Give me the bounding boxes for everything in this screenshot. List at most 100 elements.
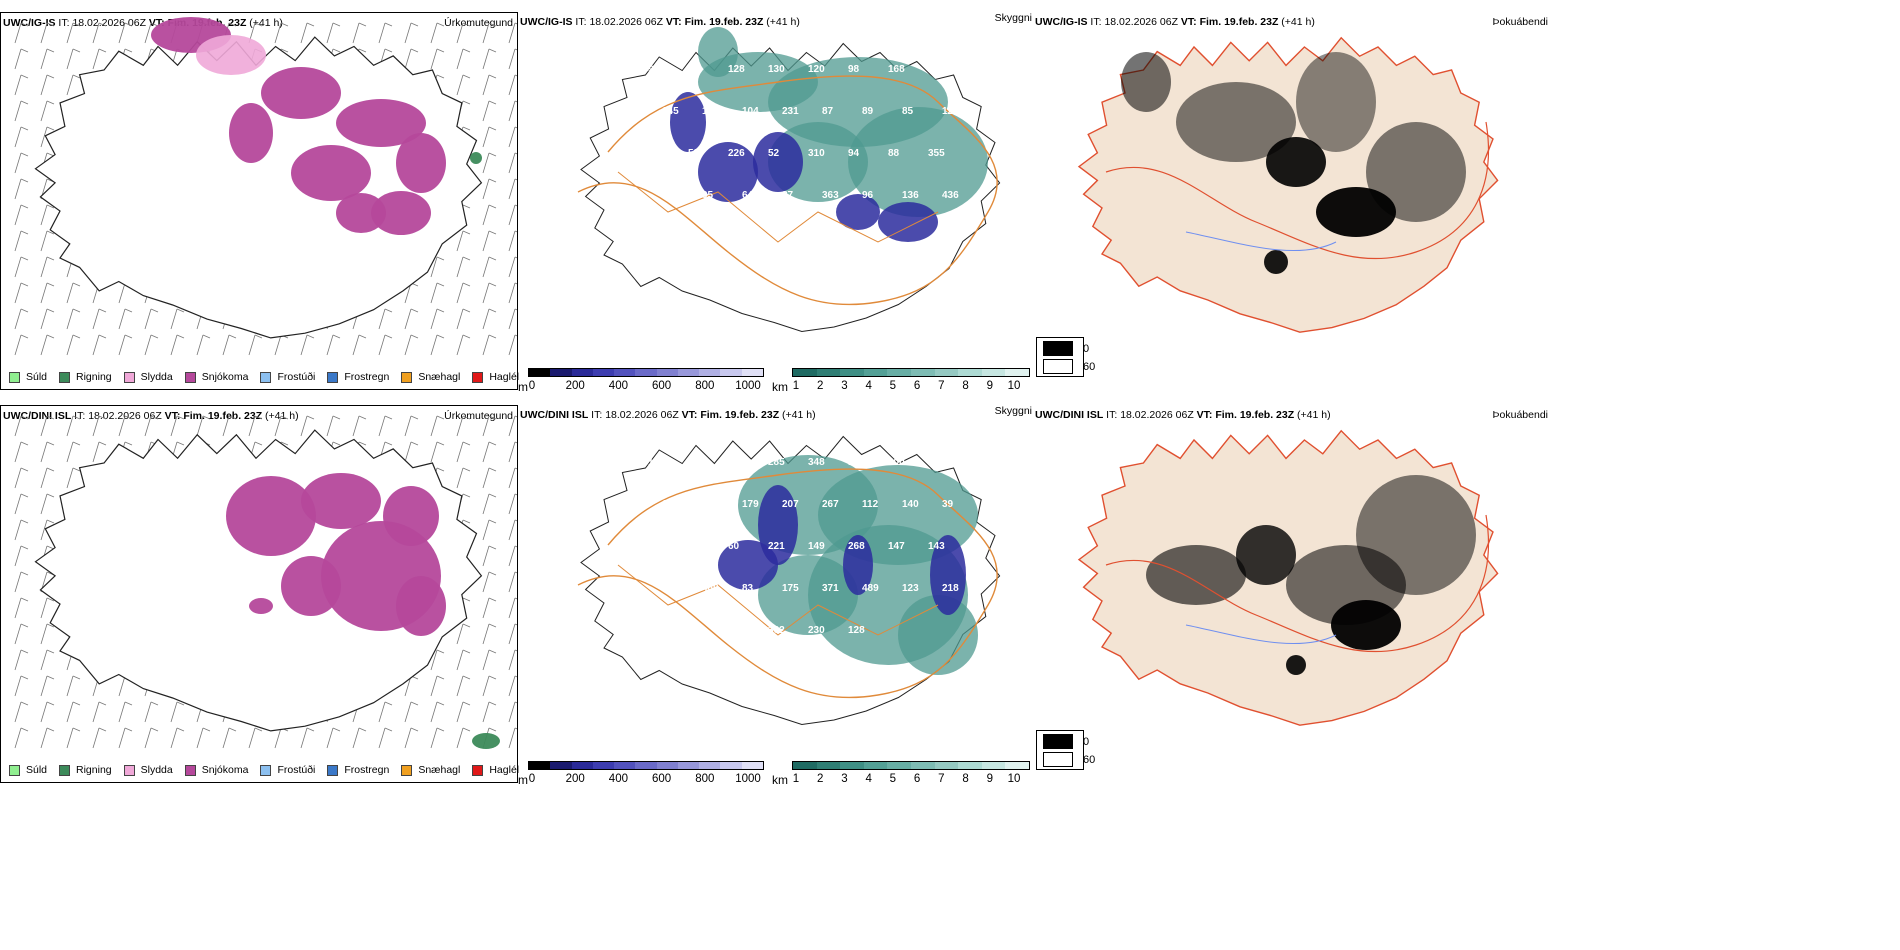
scale-swatch <box>635 762 657 769</box>
fog-legend-label: 60 <box>1083 360 1096 373</box>
legend-item: Snæhagl <box>401 764 460 776</box>
wind-barb <box>508 74 517 96</box>
cloudbase-value-label: 489 <box>862 583 879 594</box>
cloudbase-value-label: 170 <box>688 457 705 468</box>
cloudbase-value-label: 88 <box>888 148 900 159</box>
cloudbase-visibility-panel: UWC/IG-IS IT: 18.02.2026 06Z VT: Fim. 19… <box>518 12 1036 394</box>
wind-barb <box>40 74 55 96</box>
snow-area <box>301 473 381 529</box>
wind-barb <box>66 48 81 70</box>
wind-barb <box>14 204 29 226</box>
visibility-scale: km 1 2 3 4 5 6 7 8 9 10 <box>772 368 1034 394</box>
legend-swatch <box>401 764 413 776</box>
wind-barb <box>66 308 81 330</box>
wind-barb <box>430 727 445 749</box>
scale-swatch <box>677 369 700 376</box>
wind-barb <box>14 597 29 619</box>
wind-barb <box>482 571 497 593</box>
legend-item: Snjókoma <box>184 371 248 383</box>
scale-tick-label: 200 <box>565 773 585 785</box>
wind-barb <box>456 256 471 278</box>
wind-barb <box>196 334 211 356</box>
scale-tick-label: 6 <box>913 380 921 392</box>
wind-barb <box>14 152 29 174</box>
wind-barb <box>196 415 211 437</box>
legend-item: Frostúði <box>260 371 315 383</box>
wind-barb <box>300 334 315 356</box>
wind-barb <box>66 334 81 356</box>
snow-area <box>336 99 426 147</box>
wind-barb <box>404 441 419 463</box>
scale-swatch <box>887 762 911 769</box>
cloudbase-value-label: 212 <box>928 64 945 75</box>
wind-barb <box>144 701 159 723</box>
scale-swatch <box>1005 369 1029 376</box>
fog-legend-swatch <box>1043 734 1073 749</box>
wind-barb <box>508 675 517 697</box>
legend-item: Rigning <box>59 764 112 776</box>
legend-label: Rigning <box>76 371 112 383</box>
wind-barb <box>14 701 29 723</box>
scale-tick-label: 0 <box>528 380 536 392</box>
cloudbase-value-label: 175 <box>782 583 799 594</box>
cloudbase-value-label: 128 <box>728 64 745 75</box>
cloudbase-value-label: 83 <box>742 583 754 594</box>
wind-barb <box>430 256 445 278</box>
cloudbase-area <box>698 142 758 202</box>
wind-barb <box>14 441 29 463</box>
cloudbase-value-label: 87 <box>822 106 834 117</box>
wind-barb <box>92 48 107 70</box>
scale-swatch <box>614 369 636 376</box>
rain-area <box>472 733 500 749</box>
wind-barb <box>508 467 517 489</box>
legend-swatch <box>184 764 196 776</box>
cloudbase-scale: m 0 200 400 600 800 1000 <box>518 761 768 787</box>
wind-barb <box>430 415 445 437</box>
cloudbase-value-label: 211 <box>648 625 665 636</box>
scale-swatch <box>958 762 982 769</box>
wind-barb <box>482 48 497 70</box>
scale-tick-label: 800 <box>695 380 715 392</box>
cloudbase-value-label: 60 <box>728 541 740 552</box>
cloudbase-value-label: 104 <box>742 106 759 117</box>
scale-swatch <box>863 369 888 376</box>
cloudbase-value-label: 355 <box>928 148 945 159</box>
wind-barb <box>274 415 289 437</box>
scale-swatch <box>934 369 959 376</box>
cloudbase-value-label: 149 <box>808 541 825 552</box>
scale-tick-label: 2 <box>817 773 824 785</box>
visibility-area <box>698 27 738 77</box>
cloudbase-value-label: 231 <box>782 106 799 117</box>
wind-barb <box>14 22 29 44</box>
legend-swatch <box>184 371 196 383</box>
cloudbase-value-label: 64 <box>742 190 754 201</box>
wind-barb <box>378 701 393 723</box>
cloudbase-value-label: 39 <box>942 499 954 510</box>
wind-barb <box>14 126 29 148</box>
scale-swatch <box>840 369 864 376</box>
wind-barb <box>144 334 159 356</box>
scale-swatch <box>887 369 911 376</box>
wind-barb <box>14 100 29 122</box>
legend-swatch <box>59 371 71 383</box>
wind-barb <box>508 256 517 278</box>
legend-item: Frostregn <box>327 371 389 383</box>
wind-barb <box>508 204 517 226</box>
scale-swatch <box>910 369 935 376</box>
wind-barb <box>144 308 159 330</box>
fog-index-panel: UWC/IG-IS IT: 18.02.2026 06Z VT: Fim. 19… <box>1035 12 1548 390</box>
wind-barb <box>456 282 471 304</box>
legend-item: Haglél <box>472 764 519 776</box>
scale-tick-label: 600 <box>652 380 672 392</box>
cloudbase-value-label: 123 <box>902 583 919 594</box>
cloudbase-value-label: 301 <box>728 625 745 636</box>
wind-barb <box>482 230 497 252</box>
wind-barb <box>508 649 517 671</box>
wind-barb <box>482 623 497 645</box>
cloudbase-area <box>843 535 873 595</box>
wind-barb <box>482 100 497 122</box>
legend-swatch <box>260 371 272 383</box>
wind-barb <box>482 178 497 200</box>
scale-swatch <box>816 369 841 376</box>
wind-barb <box>92 441 107 463</box>
